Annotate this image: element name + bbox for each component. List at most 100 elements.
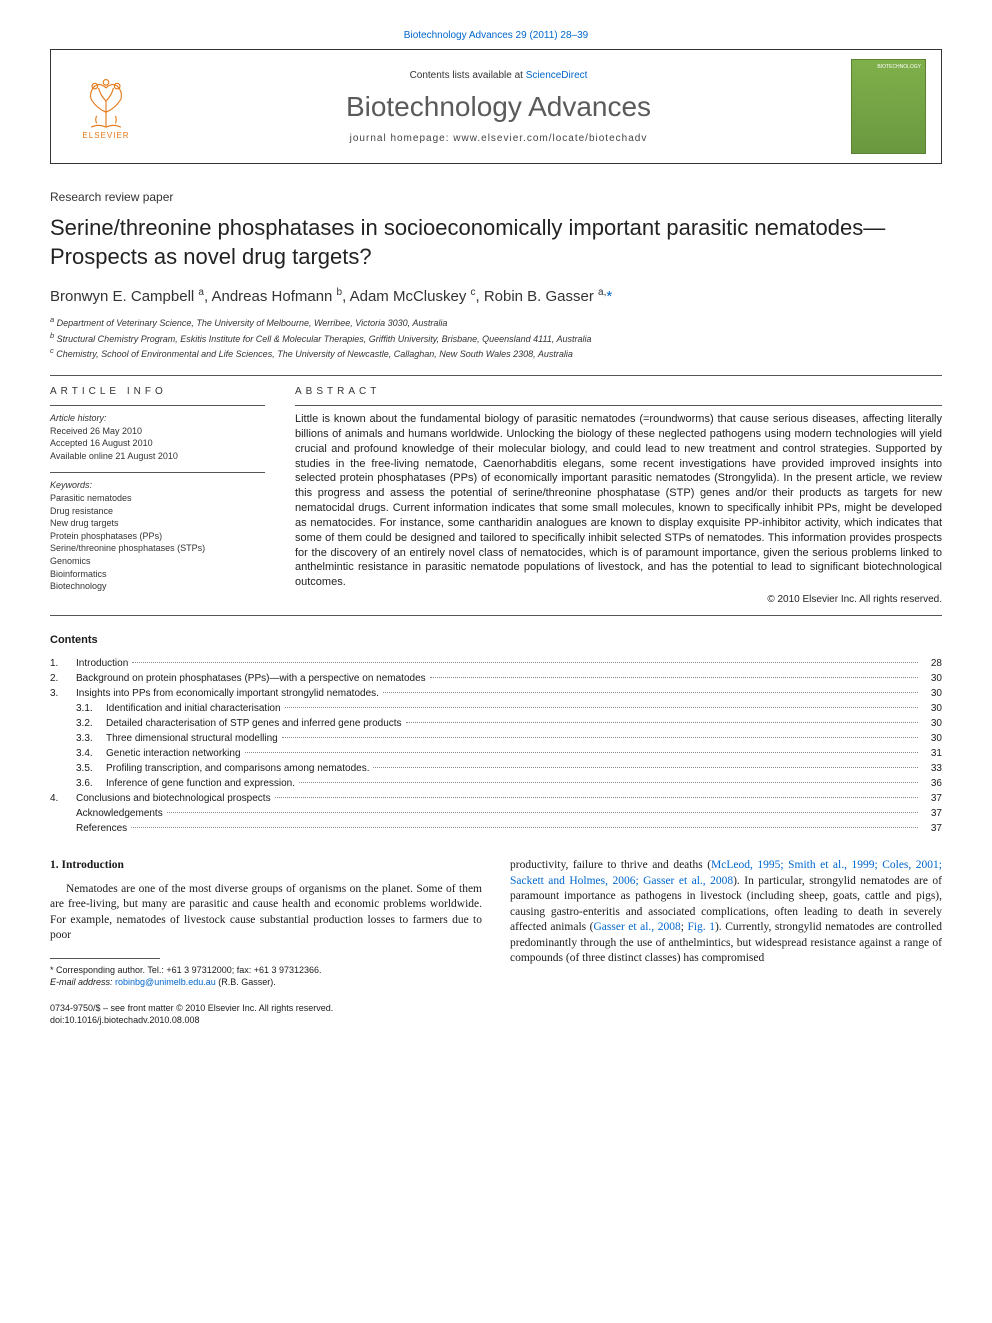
affiliation: b Structural Chemistry Program, Eskitis … (50, 331, 942, 346)
toc-number: 3.4. (76, 746, 106, 761)
toc-title: References (76, 821, 127, 836)
email-label: E-mail address: (50, 977, 115, 987)
toc-number: 3.6. (76, 776, 106, 791)
toc-title: Genetic interaction networking (106, 746, 241, 761)
toc-title: Identification and initial characterisat… (106, 701, 281, 716)
toc-entry[interactable]: 1.Introduction28 (50, 656, 942, 671)
elsevier-logo: ELSEVIER (66, 62, 146, 152)
doi-line: doi:10.1016/j.biotechadv.2010.08.008 (50, 1015, 482, 1027)
journal-header: ELSEVIER Contents lists available at Sci… (50, 49, 942, 164)
divider (50, 615, 942, 616)
toc-entry[interactable]: 3.6.Inference of gene function and expre… (50, 776, 942, 791)
article-info: ARTICLE INFO Article history: Received 2… (50, 386, 265, 605)
toc-page: 28 (922, 656, 942, 671)
toc-number: 3.3. (76, 731, 106, 746)
toc-entry[interactable]: 2.Background on protein phosphatases (PP… (50, 671, 942, 686)
toc-page: 30 (922, 716, 942, 731)
toc-dots (373, 767, 918, 768)
toc-dots (282, 737, 918, 738)
fig-link[interactable]: Fig. 1 (687, 921, 715, 933)
toc-title: Acknowledgements (76, 806, 163, 821)
toc-dots (275, 797, 918, 798)
divider (295, 405, 942, 406)
article-history: Article history: Received 26 May 2010Acc… (50, 412, 265, 462)
abstract-heading: ABSTRACT (295, 386, 942, 397)
toc-page: 37 (922, 806, 942, 821)
toc-entry[interactable]: References 37 (50, 821, 942, 836)
elsevier-label: ELSEVIER (82, 131, 129, 140)
toc-dots (167, 812, 918, 813)
toc-page: 30 (922, 731, 942, 746)
email-link[interactable]: robinbg@unimelb.edu.au (115, 977, 216, 987)
keyword: Serine/threonine phosphatases (STPs) (50, 542, 265, 555)
toc-page: 37 (922, 791, 942, 806)
toc-title: Detailed characterisation of STP genes a… (106, 716, 402, 731)
toc-number: 4. (50, 791, 76, 806)
affiliations: a Department of Veterinary Science, The … (50, 315, 942, 361)
contents-heading: Contents (50, 634, 942, 646)
toc-dots (299, 782, 918, 783)
corr-star-icon: * (606, 288, 612, 305)
toc-dots (430, 677, 918, 678)
keyword: Protein phosphatases (PPs) (50, 530, 265, 543)
journal-homepage: journal homepage: www.elsevier.com/locat… (156, 133, 841, 144)
toc-entry[interactable]: 3.1.Identification and initial character… (50, 701, 942, 716)
paper-type: Research review paper (50, 190, 942, 204)
toc-page: 30 (922, 671, 942, 686)
toc-entry[interactable]: 4.Conclusions and biotechnological prosp… (50, 791, 942, 806)
toc-page: 37 (922, 821, 942, 836)
intro-heading: 1. Introduction (50, 858, 482, 874)
keywords-label: Keywords: (50, 479, 265, 492)
authors: Bronwyn E. Campbell a, Andreas Hofmann b… (50, 287, 942, 305)
journal-cover-thumb: BIOTECHNOLOGY (851, 59, 926, 154)
toc-dots (245, 752, 918, 753)
toc-number: 3. (50, 686, 76, 701)
sciencedirect-link[interactable]: ScienceDirect (526, 70, 588, 81)
paper-title: Serine/threonine phosphatases in socioec… (50, 214, 942, 271)
history-item: Available online 21 August 2010 (50, 450, 265, 463)
bottom-meta: 0734-9750/$ – see front matter © 2010 El… (50, 1003, 482, 1026)
toc-dots (383, 692, 918, 693)
toc-dots (131, 827, 918, 828)
toc-title: Profiling transcription, and comparisons… (106, 761, 369, 776)
page: Biotechnology Advances 29 (2011) 28–39 (0, 0, 992, 1046)
toc-page: 36 (922, 776, 942, 791)
keyword: New drug targets (50, 517, 265, 530)
left-column: 1. Introduction Nematodes are one of the… (50, 858, 482, 1026)
history-label: Article history: (50, 412, 265, 425)
ref-link[interactable]: Gasser et al., 2008 (593, 921, 680, 933)
elsevier-tree-icon (78, 73, 134, 129)
keyword: Parasitic nematodes (50, 492, 265, 505)
keyword: Biotechnology (50, 580, 265, 593)
text: productivity, failure to thrive and deat… (510, 859, 711, 871)
toc-entry[interactable]: 3.2.Detailed characterisation of STP gen… (50, 716, 942, 731)
toc-page: 31 (922, 746, 942, 761)
toc-entry[interactable]: 3.5.Profiling transcription, and compari… (50, 761, 942, 776)
toc-number: 3.2. (76, 716, 106, 731)
toc-entry[interactable]: 3.Insights into PPs from economically im… (50, 686, 942, 701)
toc-entry[interactable]: Acknowledgements 37 (50, 806, 942, 821)
toc-dots (406, 722, 918, 723)
right-column: productivity, failure to thrive and deat… (510, 858, 942, 1026)
toc-entry[interactable]: 3.4.Genetic interaction networking 31 (50, 746, 942, 761)
header-center: Contents lists available at ScienceDirec… (146, 70, 851, 144)
journal-name: Biotechnology Advances (156, 91, 841, 123)
keyword: Bioinformatics (50, 568, 265, 581)
toc-entry[interactable]: 3.3.Three dimensional structural modelli… (50, 731, 942, 746)
cover-tag: BIOTECHNOLOGY (877, 64, 921, 70)
toc-dots (132, 662, 918, 663)
divider (50, 375, 942, 376)
toc-dots (285, 707, 918, 708)
contents-available: Contents lists available at ScienceDirec… (156, 70, 841, 81)
email-suffix: (R.B. Gasser). (216, 977, 276, 987)
contents-prefix: Contents lists available at (410, 70, 526, 81)
author-list: Bronwyn E. Campbell a, Andreas Hofmann b… (50, 288, 606, 305)
toc-number: 2. (50, 671, 76, 686)
divider (50, 472, 265, 473)
toc-page: 33 (922, 761, 942, 776)
toc-page: 30 (922, 701, 942, 716)
email-line: E-mail address: robinbg@unimelb.edu.au (… (50, 976, 482, 989)
top-citation: Biotechnology Advances 29 (2011) 28–39 (50, 30, 942, 41)
intro-paragraph-2: productivity, failure to thrive and deat… (510, 858, 942, 967)
info-abstract-row: ARTICLE INFO Article history: Received 2… (50, 386, 942, 605)
